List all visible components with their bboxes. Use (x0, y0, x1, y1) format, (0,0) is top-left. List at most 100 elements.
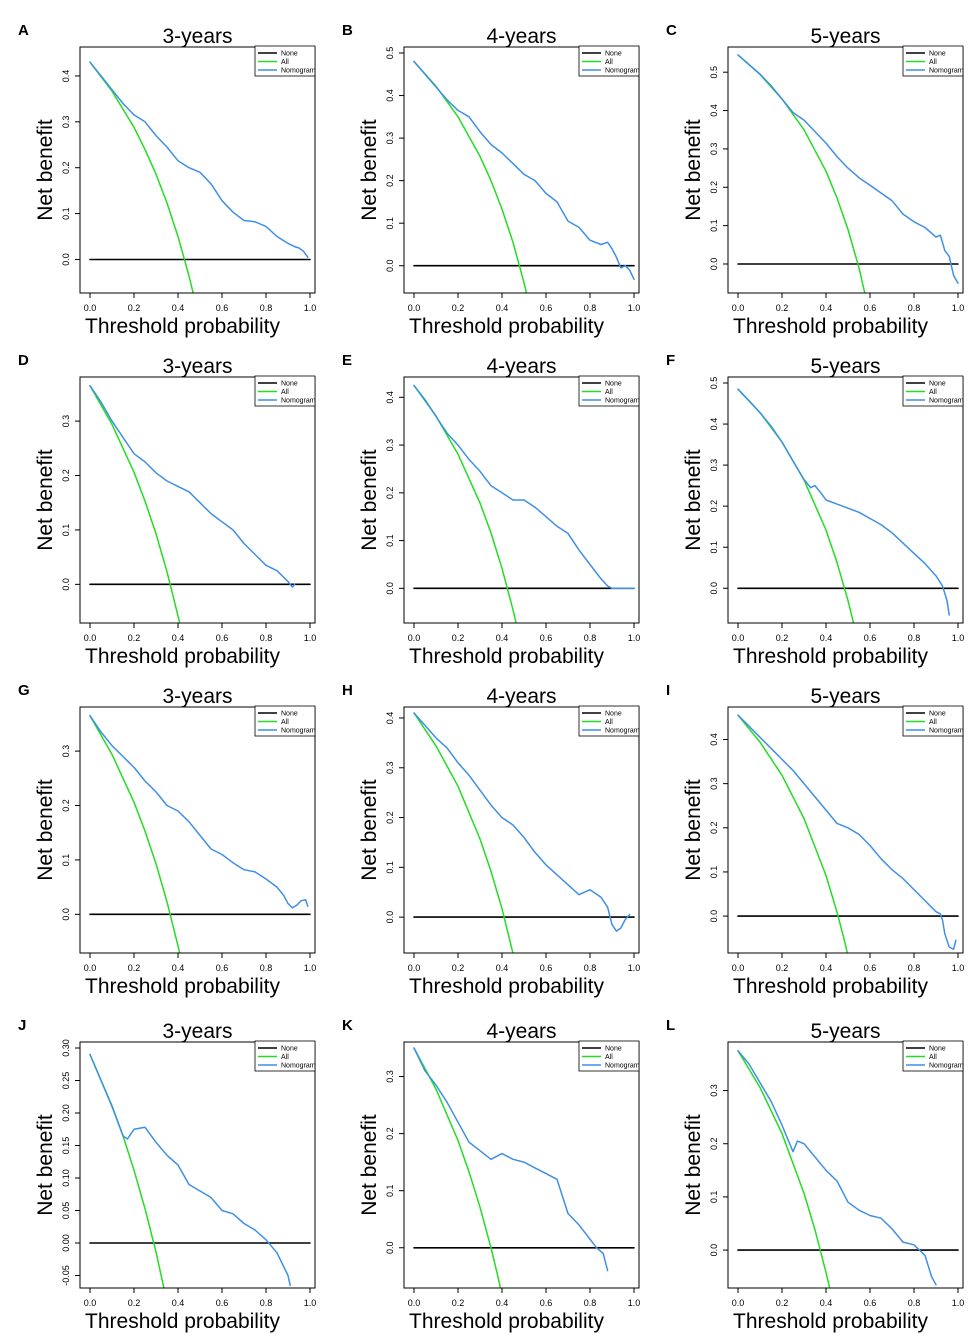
series-line-nomogram (89, 384, 296, 588)
x-tick-label: 0.6 (216, 1298, 229, 1308)
series-line-all (413, 384, 517, 623)
chart-svg: E 4-years 0.0 0.2 0.4 0.6 0.8 1.0 0.0 0.1 0.2 0.3 0.… (342, 352, 640, 668)
x-tick-label: 0.2 (128, 303, 141, 313)
x-tick-label: 1.0 (304, 963, 317, 973)
y-axis-label: Net benefit (358, 779, 381, 881)
chart-panel-i: I 5-years 0.0 0.2 0.4 0.6 0.8 1.0 0.0 0.1 0.2 0.3 0.… (648, 665, 972, 1000)
legend-label-all: All (929, 1054, 937, 1061)
y-tick-label: 0.1 (385, 534, 395, 547)
chart-title: 4-years (486, 685, 556, 708)
y-tick-label: 0.0 (61, 253, 71, 266)
x-tick-label: 0.4 (820, 963, 833, 973)
y-tick-label: 0.2 (709, 181, 719, 194)
x-tick-label: 1.0 (952, 1298, 965, 1308)
chart-title: 5-years (810, 355, 880, 378)
x-tick-label: 0.4 (820, 633, 833, 643)
legend-label-none: None (605, 1046, 622, 1053)
chart-panel-c: C 5-years 0.0 0.2 0.4 0.6 0.8 1.0 0.0 0.1 0.2 0.3 0.… (648, 5, 972, 340)
y-tick-label: 0.2 (385, 174, 395, 187)
x-axis-label: Threshold probability (85, 975, 280, 998)
chart-svg: D 3-years 0.0 0.2 0.4 0.6 0.8 1.0 0.0 0.1 0.2 0.3 Th… (18, 352, 316, 668)
plot-frame (79, 1041, 316, 1289)
x-axis-label: Threshold probability (733, 315, 928, 338)
plot-frame (79, 46, 316, 294)
series-line-nomogram (89, 61, 309, 258)
y-tick-label: 0.2 (61, 799, 71, 812)
x-tick-label: 0.8 (260, 303, 273, 313)
y-tick-label: 0.5 (385, 47, 395, 60)
x-tick-label: 0.2 (776, 963, 789, 973)
series-line-nomogram (413, 60, 635, 281)
series-line-nomogram (413, 1047, 609, 1272)
x-tick-label: 1.0 (628, 303, 641, 313)
legend-label-none: None (929, 1046, 946, 1053)
x-tick-label: 0.0 (732, 633, 745, 643)
y-tick-label: 0.5 (709, 377, 719, 390)
y-tick-label: 0.2 (709, 1137, 719, 1150)
x-tick-label: 0.6 (540, 633, 553, 643)
plot-frame (79, 376, 316, 624)
x-tick-label: 1.0 (952, 303, 965, 313)
plot-frame (79, 706, 316, 954)
x-tick-label: 1.0 (304, 1298, 317, 1308)
chart-panel-h: H 4-years 0.0 0.2 0.4 0.6 0.8 1.0 0.0 0.1 0.2 0.3 0.… (324, 665, 648, 1000)
x-tick-label: 0.6 (216, 303, 229, 313)
legend-label-all: All (605, 59, 613, 66)
x-tick-label: 0.8 (908, 633, 921, 643)
plot-frame (403, 46, 640, 294)
x-tick-label: 0.2 (776, 1298, 789, 1308)
y-tick-label: 0.3 (385, 439, 395, 452)
x-axis-label: Threshold probability (733, 1310, 928, 1333)
panel-label: A (18, 22, 29, 39)
legend-label-nomogram: Nomogram (929, 68, 964, 75)
y-tick-label: 0.15 (61, 1137, 71, 1155)
x-tick-label: 0.0 (84, 963, 97, 973)
y-tick-label: 0.1 (709, 1191, 719, 1204)
y-tick-label: 0.0 (385, 1241, 395, 1254)
y-axis-label: Net benefit (358, 1114, 381, 1216)
y-tick-label: 0.10 (61, 1169, 71, 1187)
y-tick-label: 0.3 (709, 777, 719, 790)
x-tick-label: 0.4 (172, 303, 185, 313)
chart-svg: L 5-years 0.0 0.2 0.4 0.6 0.8 1.0 0.0 0.1 0.2 0.3 Th… (666, 1017, 965, 1333)
chart-title: 3-years (162, 355, 232, 378)
y-axis-label: Net benefit (34, 449, 57, 551)
y-tick-label: 0.4 (61, 70, 71, 83)
x-tick-label: 0.8 (260, 963, 273, 973)
chart-svg: A 3-years 0.0 0.2 0.4 0.6 0.8 1.0 0.0 0.1 0.2 0.3 0.… (18, 22, 317, 338)
x-axis-label: Threshold probability (409, 975, 604, 998)
x-tick-label: 0.8 (908, 963, 921, 973)
y-tick-label: 0.0 (709, 1244, 719, 1257)
y-tick-label: 0.0 (61, 578, 71, 591)
y-tick-label: 0.2 (385, 487, 395, 500)
y-tick-label: 0.1 (61, 207, 71, 220)
x-tick-label: 0.0 (732, 963, 745, 973)
legend-label-all: All (281, 59, 289, 66)
x-tick-label: 0.6 (216, 633, 229, 643)
panel-label: F (666, 352, 675, 369)
y-axis-label: Net benefit (682, 449, 705, 551)
x-tick-label: 0.0 (84, 1298, 97, 1308)
x-tick-label: 0.0 (408, 1298, 421, 1308)
x-tick-label: 0.4 (496, 303, 509, 313)
y-axis-label: Net benefit (34, 1114, 57, 1216)
x-tick-label: 0.0 (732, 303, 745, 313)
legend-label-all: All (605, 719, 613, 726)
plot-frame (403, 1041, 640, 1289)
series-line-all (737, 54, 866, 293)
chart-svg: H 4-years 0.0 0.2 0.4 0.6 0.8 1.0 0.0 0.1 0.2 0.3 0.… (342, 682, 640, 998)
y-tick-label: 0.2 (61, 161, 71, 174)
y-tick-label: 0.3 (61, 116, 71, 129)
chart-title: 4-years (486, 1020, 556, 1043)
x-tick-label: 0.2 (128, 1298, 141, 1308)
x-tick-label: 0.8 (908, 303, 921, 313)
x-tick-label: 1.0 (304, 303, 317, 313)
chart-panel-b: B 4-years 0.0 0.2 0.4 0.6 0.8 1.0 0.0 0.1 0.2 0.3 0.… (324, 5, 648, 340)
x-tick-label: 0.4 (172, 1298, 185, 1308)
